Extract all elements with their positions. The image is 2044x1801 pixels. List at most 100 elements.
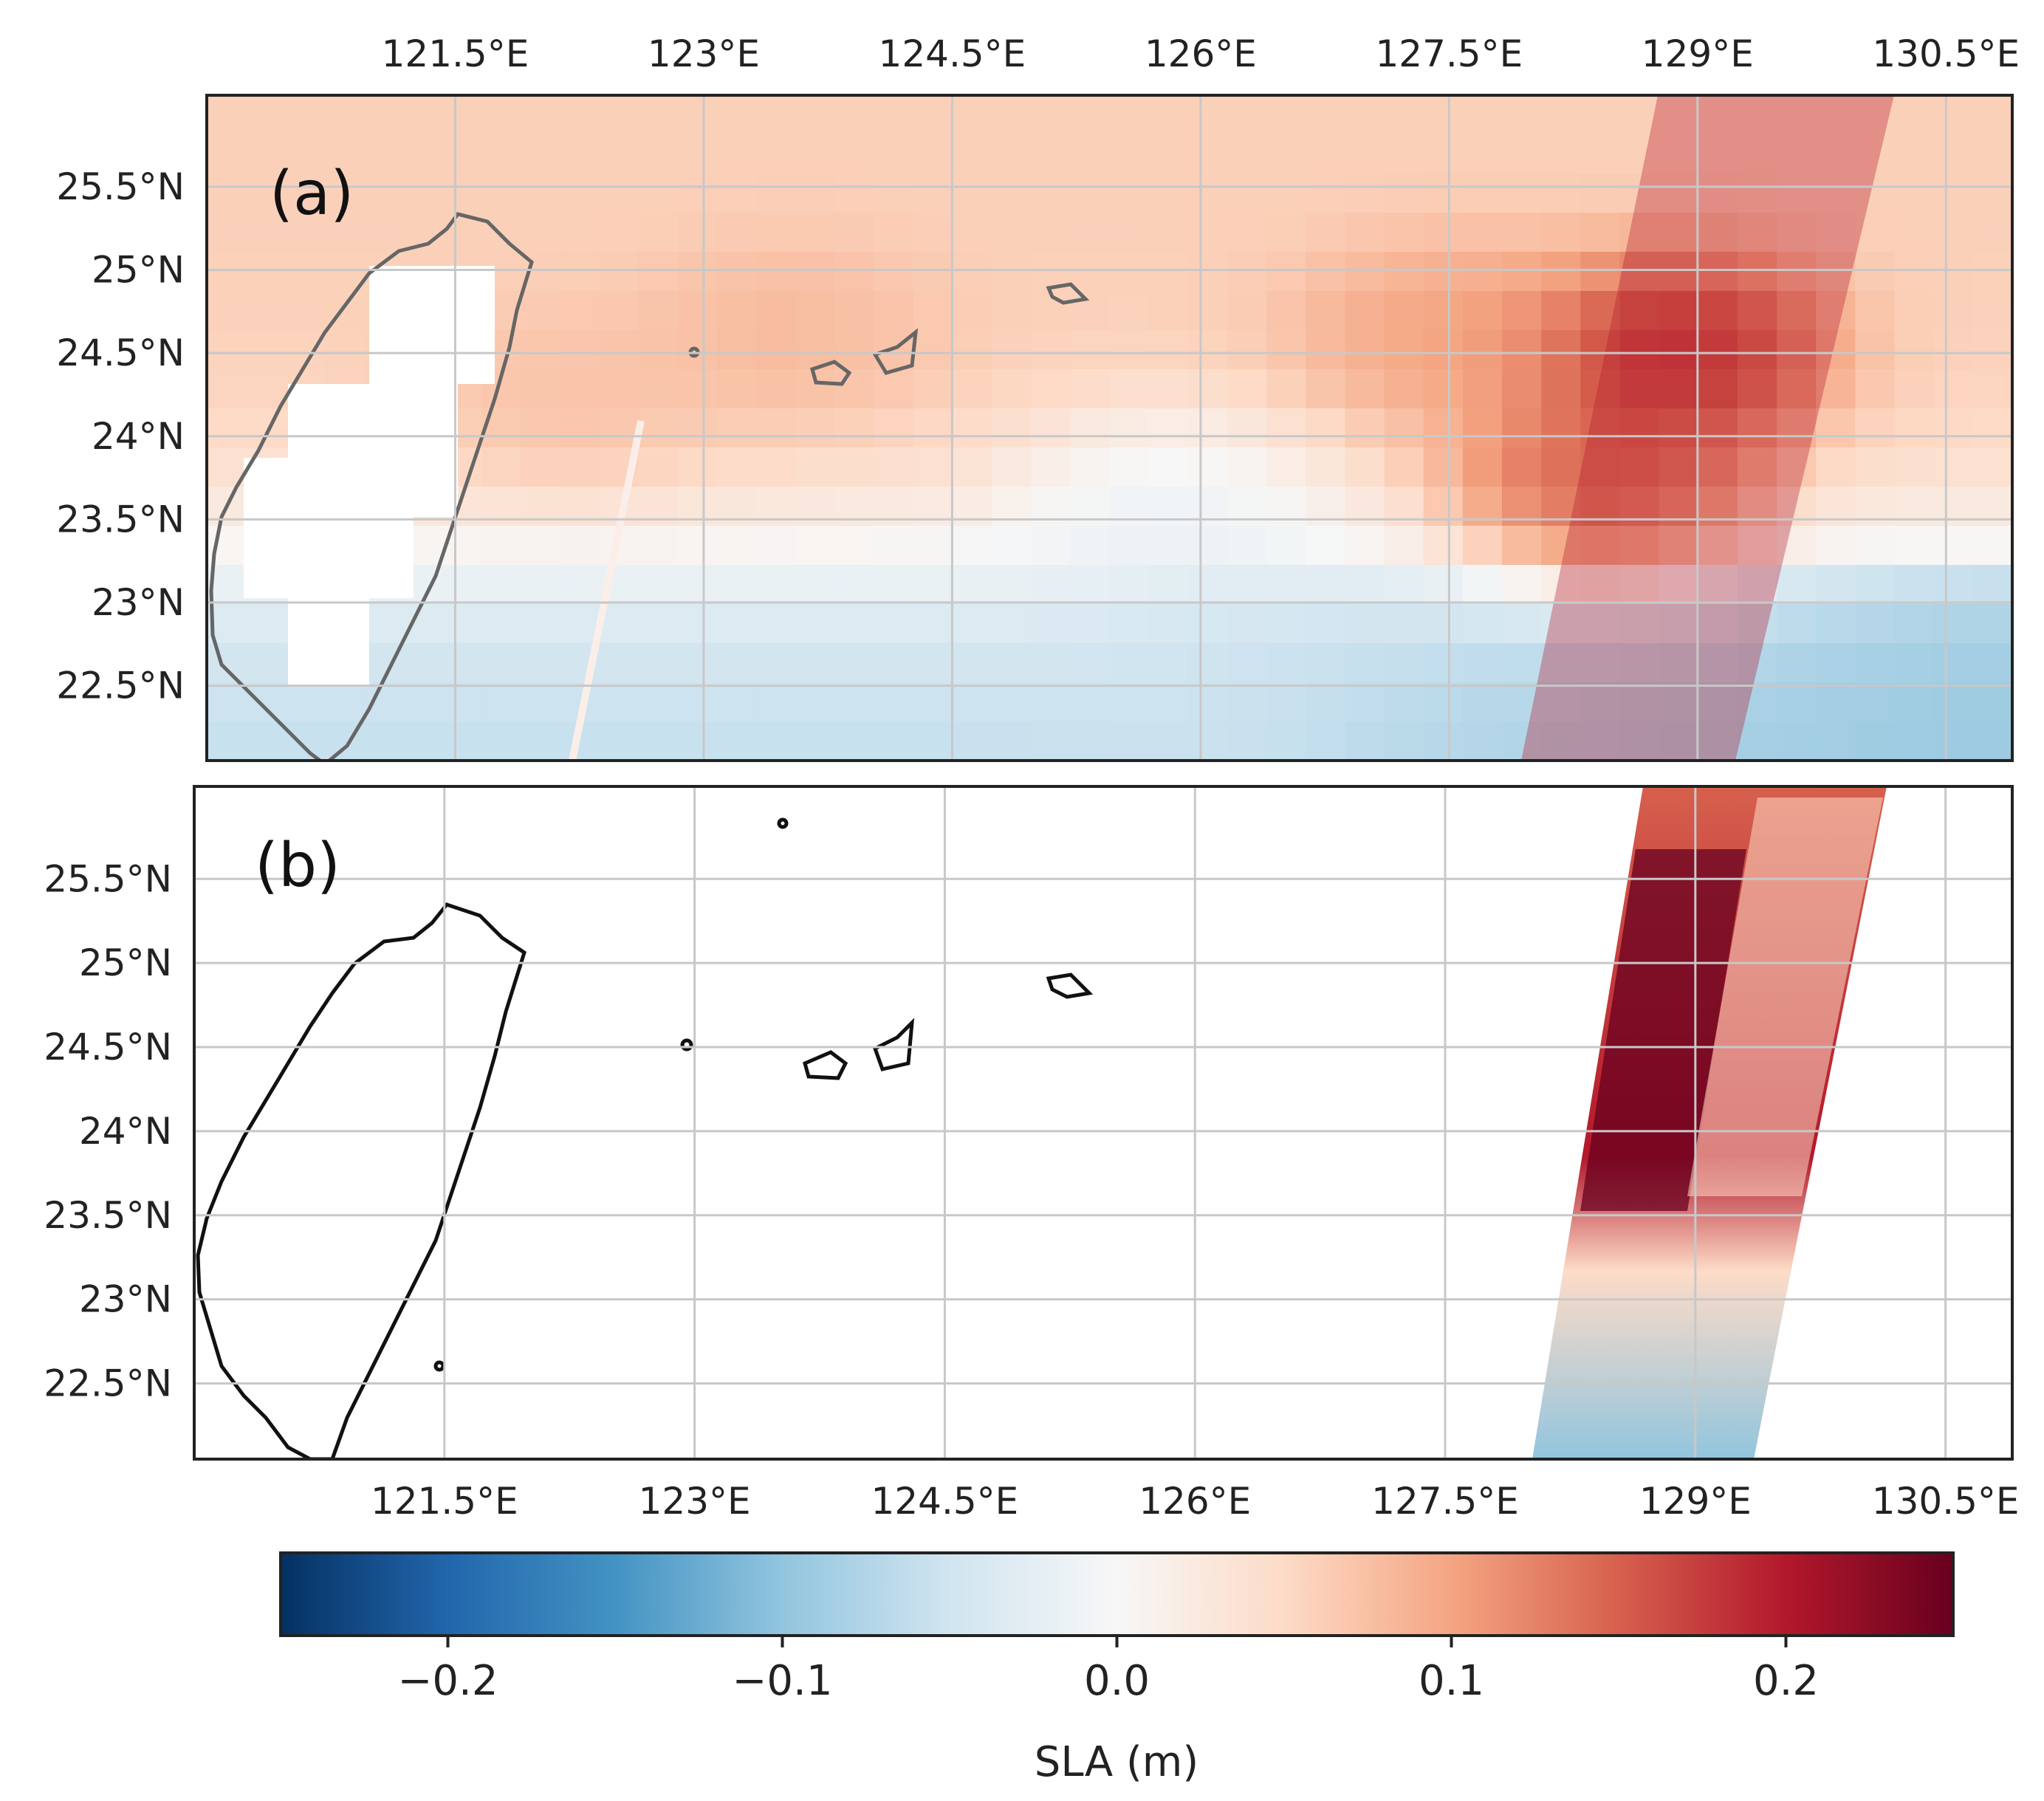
- heatmap-cell: [1187, 643, 1228, 683]
- heatmap-cell: [1619, 134, 1660, 174]
- heatmap-cell: [1306, 134, 1346, 174]
- heatmap-cell: [1933, 291, 1974, 331]
- heatmap-cell: [1109, 252, 1150, 292]
- heatmap-cell: [324, 134, 365, 174]
- heatmap-cell: [1384, 369, 1424, 409]
- heatmap-cell: [638, 95, 679, 135]
- swath-east-light: [1687, 797, 1883, 1196]
- heatmap-cell: [874, 408, 914, 448]
- heatmap-cell: [1109, 643, 1150, 683]
- heatmap-cell: [1031, 447, 1071, 487]
- heatmap-cell: [1698, 526, 1738, 566]
- heatmap-cell: [1698, 721, 1738, 761]
- heatmap-cell: [207, 174, 247, 213]
- heatmap-cell: [1070, 526, 1111, 566]
- heatmap-cell: [756, 643, 797, 683]
- heatmap-cell: [1698, 330, 1738, 370]
- heatmap-cell: [1384, 330, 1424, 370]
- heatmap-cell: [521, 721, 561, 761]
- heatmap-cell: [1816, 721, 1856, 761]
- heatmap-cell: [246, 369, 287, 409]
- lon-tick-label: 127.5°E: [1375, 32, 1523, 75]
- heatmap-cell: [1580, 604, 1621, 644]
- heatmap-cell: [1227, 213, 1267, 253]
- heatmap-cell: [285, 682, 326, 722]
- heatmap-cell: [1109, 447, 1150, 487]
- heatmap-cell: [677, 643, 718, 683]
- heatmap-cell: [756, 330, 797, 370]
- taiwan-coastline: [209, 212, 534, 761]
- heatmap-cell: [834, 252, 875, 292]
- heatmap-cell: [1462, 643, 1503, 683]
- heatmap-cell: [834, 95, 875, 135]
- heatmap-cell: [1894, 134, 1935, 174]
- heatmap-cell: [1659, 252, 1699, 292]
- heatmap-cell: [1266, 134, 1307, 174]
- heatmap-cell: [1109, 526, 1150, 566]
- heatmap-cell: [1462, 174, 1503, 213]
- heatmap-cell: [1384, 213, 1424, 253]
- heatmap-cell: [246, 291, 287, 331]
- heatmap-cell: [1580, 174, 1621, 213]
- heatmap-cell: [1972, 174, 2012, 213]
- heatmap-cell: [1972, 565, 2012, 605]
- heatmap-cell: [1266, 95, 1307, 135]
- heatmap-cell: [717, 408, 757, 448]
- heatmap-cell: [1972, 604, 2012, 644]
- heatmap-cell: [1933, 565, 1974, 605]
- heatmap-cell: [677, 408, 718, 448]
- heatmap-cell: [913, 565, 953, 605]
- heatmap-cell: [677, 252, 718, 292]
- lat-tick-label: 23.5°N: [44, 1194, 172, 1237]
- heatmap-cell: [1306, 643, 1346, 683]
- heatmap-cell: [246, 95, 287, 135]
- heatmap-cell: [1109, 95, 1150, 135]
- heatmap-cell: [1227, 134, 1267, 174]
- heatmap-cell: [717, 330, 757, 370]
- heatmap-cell: [1972, 134, 2012, 174]
- heatmap-cell: [1109, 291, 1150, 331]
- heatmap-cell: [1345, 213, 1385, 253]
- panel-a: 121.5°E 123°E 124.5°E 126°E 127.5°E 129°E 130.…: [56, 32, 2020, 762]
- heatmap-cell: [1502, 721, 1542, 761]
- heatmap-cell: [992, 291, 1032, 331]
- heatmap-cell: [756, 174, 797, 213]
- heatmap-cell: [1777, 721, 1817, 761]
- heatmap-cell: [1777, 369, 1817, 409]
- heatmap-cell: [874, 682, 914, 722]
- heatmap-cell: [677, 447, 718, 487]
- heatmap-cell: [913, 330, 953, 370]
- lat-tick-label: 23.5°N: [56, 498, 185, 541]
- heatmap-cell: [324, 174, 365, 213]
- heatmap-cell: [1384, 643, 1424, 683]
- heatmap-cell: [285, 213, 326, 253]
- heatmap-cell: [952, 408, 992, 448]
- heatmap-cell: [599, 95, 639, 135]
- heatmap-cell: [677, 369, 718, 409]
- heatmap-cell: [1816, 330, 1856, 370]
- heatmap-cell: [1109, 134, 1150, 174]
- heatmap-cell: [1855, 565, 1896, 605]
- heatmap-cell: [677, 604, 718, 644]
- heatmap-cell: [521, 643, 561, 683]
- heatmap-cell: [246, 682, 287, 722]
- heatmap-cell: [834, 721, 875, 761]
- swath-overlay: [1521, 95, 1894, 761]
- heatmap-cell: [1619, 369, 1660, 409]
- heatmap-cell: [992, 682, 1032, 722]
- island-3: [1046, 972, 1094, 999]
- heatmap-cell: [1855, 682, 1896, 722]
- heatmap-cell: [1306, 721, 1346, 761]
- heatmap-cell: [1502, 643, 1542, 683]
- heatmap-cell: [442, 721, 482, 761]
- heatmap-cell: [1227, 95, 1267, 135]
- heatmap-cell: [1972, 213, 2012, 253]
- heatmap-cell: [1894, 174, 1935, 213]
- heatmap-cell: [1109, 369, 1150, 409]
- heatmap-cell: [952, 565, 992, 605]
- heatmap-cell: [1384, 447, 1424, 487]
- heatmap-cell: [1031, 526, 1071, 566]
- heatmap-cell: [834, 134, 875, 174]
- heatmap-cell: [1894, 369, 1935, 409]
- heatmap-cell: [1737, 291, 1777, 331]
